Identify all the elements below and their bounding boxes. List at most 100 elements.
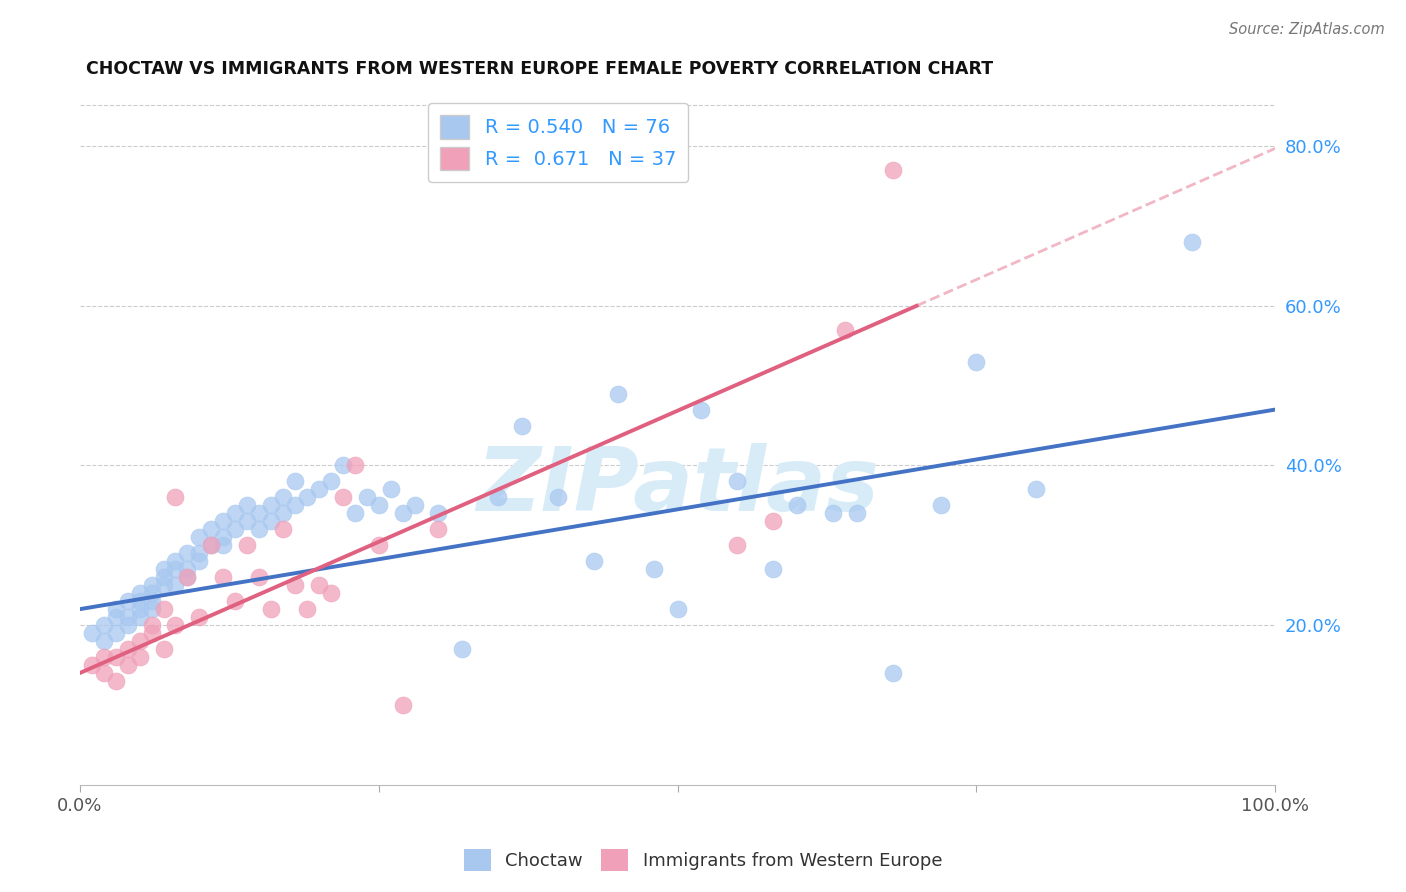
Point xyxy=(104,650,127,665)
Point xyxy=(380,483,402,497)
Point xyxy=(165,618,187,632)
Point xyxy=(224,594,246,608)
Point xyxy=(236,499,259,513)
Point xyxy=(212,570,235,584)
Point xyxy=(260,602,283,616)
Point xyxy=(152,562,174,576)
Point xyxy=(117,610,139,624)
Point xyxy=(367,538,389,552)
Point xyxy=(271,491,294,505)
Point xyxy=(93,634,115,648)
Point xyxy=(212,538,235,552)
Point xyxy=(104,602,127,616)
Point xyxy=(295,491,318,505)
Point xyxy=(141,586,163,600)
Point xyxy=(188,530,211,544)
Point xyxy=(141,578,163,592)
Point xyxy=(165,491,187,505)
Point xyxy=(117,618,139,632)
Point xyxy=(200,538,222,552)
Point xyxy=(141,618,163,632)
Point xyxy=(391,506,413,520)
Point xyxy=(200,522,222,536)
Point xyxy=(786,499,808,513)
Point xyxy=(165,554,187,568)
Point xyxy=(104,626,127,640)
Point xyxy=(1180,235,1202,249)
Point xyxy=(404,499,426,513)
Point xyxy=(128,602,150,616)
Point xyxy=(128,610,150,624)
Point xyxy=(141,594,163,608)
Text: Source: ZipAtlas.com: Source: ZipAtlas.com xyxy=(1229,22,1385,37)
Point xyxy=(427,522,450,536)
Point xyxy=(152,578,174,592)
Point xyxy=(295,602,318,616)
Point xyxy=(643,562,665,576)
Point xyxy=(762,562,785,576)
Point xyxy=(260,499,283,513)
Point xyxy=(547,491,569,505)
Point xyxy=(236,514,259,528)
Point xyxy=(93,618,115,632)
Point xyxy=(260,514,283,528)
Point xyxy=(128,650,150,665)
Point xyxy=(965,354,987,368)
Point xyxy=(332,491,354,505)
Legend: Choctaw, Immigrants from Western Europe: Choctaw, Immigrants from Western Europe xyxy=(457,842,949,879)
Point xyxy=(725,475,748,489)
Point xyxy=(725,538,748,552)
Point xyxy=(486,491,509,505)
Point xyxy=(247,506,270,520)
Point xyxy=(188,610,211,624)
Point xyxy=(224,522,246,536)
Point xyxy=(343,458,366,473)
Point xyxy=(308,483,330,497)
Point xyxy=(391,698,413,712)
Point xyxy=(176,546,198,560)
Point xyxy=(212,514,235,528)
Point xyxy=(224,506,246,520)
Point xyxy=(510,418,533,433)
Text: ZIPatlas: ZIPatlas xyxy=(477,442,879,530)
Point xyxy=(356,491,378,505)
Point xyxy=(882,665,904,680)
Point xyxy=(80,626,103,640)
Point xyxy=(582,554,605,568)
Point xyxy=(882,163,904,178)
Point xyxy=(176,570,198,584)
Point xyxy=(128,634,150,648)
Point xyxy=(284,578,307,592)
Point xyxy=(343,506,366,520)
Point xyxy=(427,506,450,520)
Point xyxy=(165,562,187,576)
Point xyxy=(117,642,139,657)
Point xyxy=(666,602,689,616)
Point xyxy=(128,594,150,608)
Text: CHOCTAW VS IMMIGRANTS FROM WESTERN EUROPE FEMALE POVERTY CORRELATION CHART: CHOCTAW VS IMMIGRANTS FROM WESTERN EUROP… xyxy=(86,60,993,78)
Point xyxy=(451,642,474,657)
Point xyxy=(176,570,198,584)
Point xyxy=(690,402,713,417)
Point xyxy=(152,642,174,657)
Point xyxy=(104,610,127,624)
Point xyxy=(271,506,294,520)
Point xyxy=(247,570,270,584)
Legend: R = 0.540   N = 76, R =  0.671   N = 37: R = 0.540 N = 76, R = 0.671 N = 37 xyxy=(429,103,688,182)
Point xyxy=(606,386,628,401)
Point xyxy=(117,658,139,673)
Point xyxy=(271,522,294,536)
Point xyxy=(128,586,150,600)
Point xyxy=(821,506,844,520)
Point xyxy=(117,594,139,608)
Point xyxy=(188,554,211,568)
Point xyxy=(141,602,163,616)
Point xyxy=(1025,483,1047,497)
Point xyxy=(236,538,259,552)
Point xyxy=(845,506,868,520)
Point xyxy=(332,458,354,473)
Point xyxy=(104,673,127,688)
Point xyxy=(152,602,174,616)
Point xyxy=(834,323,856,337)
Point xyxy=(200,538,222,552)
